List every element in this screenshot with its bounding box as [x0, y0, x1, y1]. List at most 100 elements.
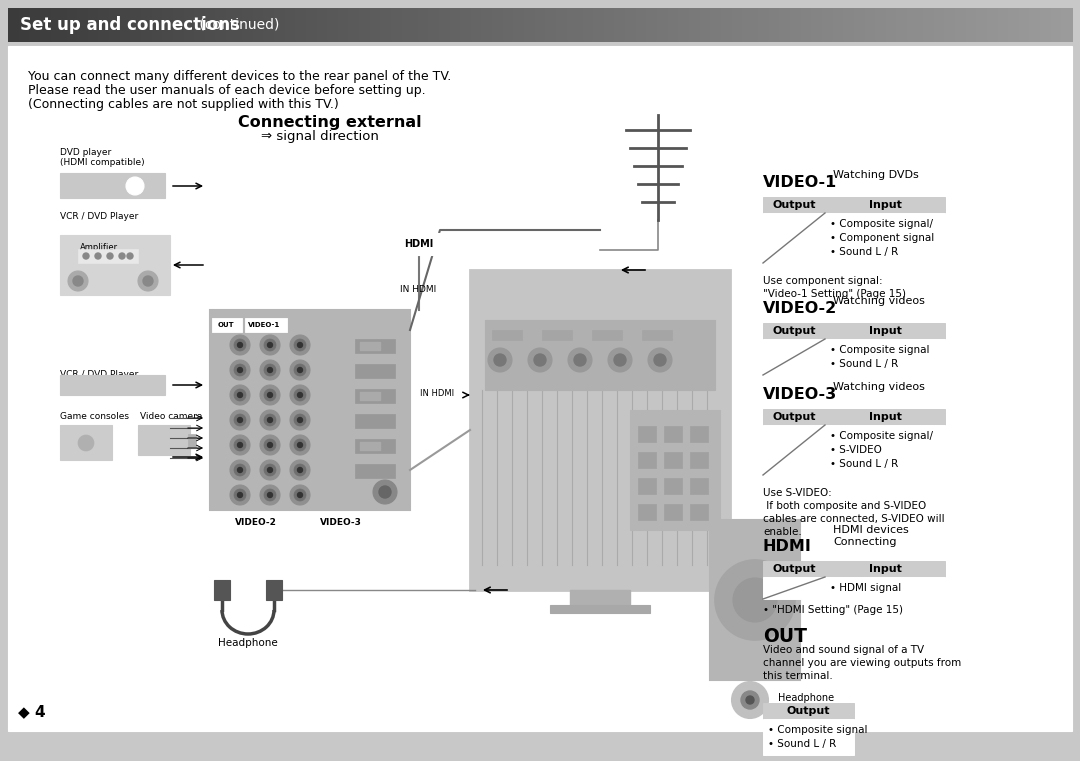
Text: VCR / DVD Player: VCR / DVD Player — [60, 212, 138, 221]
Bar — [220, 8, 227, 42]
Bar — [609, 8, 615, 42]
Text: channel you are viewing outputs from: channel you are viewing outputs from — [762, 658, 961, 668]
Bar — [513, 8, 519, 42]
Bar — [146, 8, 152, 42]
Bar — [355, 414, 395, 428]
Circle shape — [294, 414, 306, 426]
Circle shape — [294, 464, 306, 476]
Circle shape — [260, 460, 280, 480]
Bar — [540, 8, 545, 42]
Text: If both composite and S-VIDEO: If both composite and S-VIDEO — [762, 501, 927, 511]
Text: • S-VIDEO: • S-VIDEO — [831, 445, 882, 455]
Text: ⇒ signal direction: ⇒ signal direction — [261, 130, 379, 143]
Text: • Sound L / R: • Sound L / R — [831, 359, 899, 369]
Text: Watching DVDs: Watching DVDs — [833, 170, 919, 180]
Bar — [13, 8, 19, 42]
Bar — [886, 8, 892, 42]
Circle shape — [291, 435, 310, 455]
Circle shape — [78, 435, 94, 451]
Bar — [588, 8, 594, 42]
Bar — [120, 8, 125, 42]
Bar — [762, 213, 825, 263]
Text: cables are connected, S-VIDEO will: cables are connected, S-VIDEO will — [762, 514, 945, 524]
Bar — [716, 8, 721, 42]
Bar — [567, 8, 572, 42]
Circle shape — [733, 578, 777, 622]
Bar — [535, 8, 540, 42]
Bar — [664, 426, 681, 442]
Bar — [449, 8, 456, 42]
Bar — [327, 8, 333, 42]
Circle shape — [234, 439, 246, 451]
Circle shape — [648, 348, 672, 372]
Bar — [869, 8, 876, 42]
Circle shape — [741, 691, 759, 709]
Bar — [188, 434, 195, 448]
Text: You can connect many different devices to the rear panel of the TV.: You can connect many different devices t… — [28, 70, 451, 83]
Bar — [758, 8, 764, 42]
Bar — [386, 8, 392, 42]
Circle shape — [230, 410, 249, 430]
Text: Headphone: Headphone — [218, 638, 278, 648]
Bar — [642, 330, 672, 340]
Text: Set up and connections: Set up and connections — [21, 16, 240, 34]
Bar — [40, 8, 45, 42]
Bar — [226, 8, 232, 42]
Bar — [710, 520, 800, 680]
Circle shape — [297, 467, 302, 473]
Text: • Sound L / R: • Sound L / R — [831, 459, 899, 469]
Bar — [638, 478, 656, 494]
Bar — [184, 8, 189, 42]
Circle shape — [230, 335, 249, 355]
Bar — [355, 464, 395, 478]
Text: enable.: enable. — [762, 527, 801, 537]
Bar — [285, 8, 291, 42]
Bar — [333, 8, 338, 42]
Bar — [237, 8, 243, 42]
Text: Input: Input — [868, 412, 902, 422]
Bar — [355, 439, 395, 453]
Bar — [1056, 8, 1062, 42]
Circle shape — [126, 177, 144, 195]
Bar — [860, 8, 865, 42]
Bar — [369, 8, 376, 42]
Bar — [415, 385, 463, 403]
Bar — [762, 719, 854, 755]
Bar — [56, 8, 62, 42]
Text: OUT: OUT — [762, 627, 807, 646]
Circle shape — [291, 385, 310, 405]
Bar — [657, 8, 663, 42]
Bar — [684, 8, 689, 42]
Bar — [269, 8, 274, 42]
Bar — [1029, 8, 1036, 42]
Bar — [360, 392, 380, 400]
Circle shape — [294, 339, 306, 351]
Bar — [151, 8, 158, 42]
Text: Video and sound signal of a TV: Video and sound signal of a TV — [762, 645, 924, 655]
Circle shape — [119, 253, 125, 259]
Circle shape — [264, 489, 276, 501]
Bar — [764, 8, 769, 42]
Circle shape — [73, 276, 83, 286]
Bar — [875, 8, 881, 42]
Bar — [825, 323, 945, 339]
Text: Amplifier: Amplifier — [80, 243, 118, 252]
Bar — [60, 173, 165, 198]
Text: Game consoles: Game consoles — [60, 412, 129, 421]
Text: Connecting external: Connecting external — [239, 115, 422, 130]
Bar — [822, 8, 827, 42]
Text: Please read the user manuals of each device before setting up.: Please read the user manuals of each dev… — [28, 84, 426, 97]
Bar — [647, 8, 652, 42]
Bar — [592, 330, 622, 340]
Bar — [18, 8, 25, 42]
Bar — [205, 8, 211, 42]
Bar — [67, 8, 72, 42]
Bar — [396, 8, 402, 42]
Bar — [642, 8, 647, 42]
Bar — [214, 580, 230, 600]
Circle shape — [746, 696, 754, 704]
Circle shape — [715, 560, 795, 640]
Bar — [825, 409, 945, 425]
Bar — [482, 8, 487, 42]
Circle shape — [373, 480, 397, 504]
